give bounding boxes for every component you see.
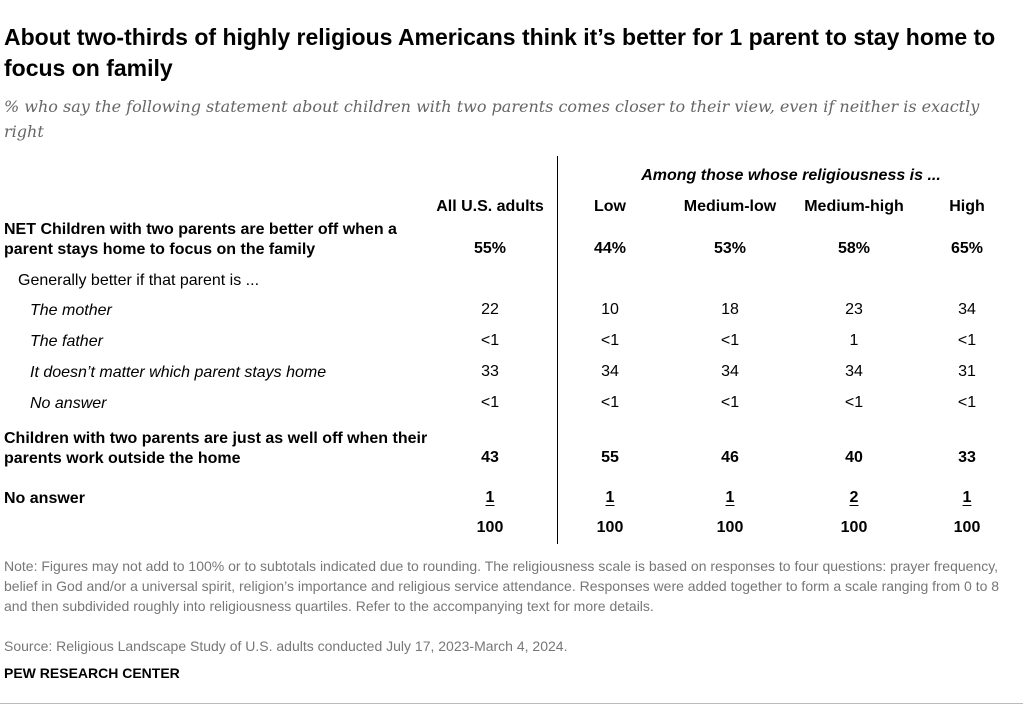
row-total-col-medium-high-value: 100 [840, 519, 868, 536]
column-divider [557, 156, 558, 544]
row-the-father-col-medium-low-value: <1 [720, 332, 740, 349]
row-doesnt-matter-col-medium-low-value: 34 [721, 363, 739, 380]
col-high-header: High [949, 198, 985, 215]
row-just-as-well-off-col-low-value: 55 [601, 449, 619, 466]
row-the-mother-col-low-value: 10 [601, 301, 619, 318]
chart-subtitle: % who say the following statement about … [4, 97, 980, 141]
col-all-adults-header: All U.S. adults [436, 198, 544, 215]
row-doesnt-matter-col-medium-high-value: 34 [845, 363, 863, 380]
row-doesnt-matter-col-high-value: 31 [958, 363, 976, 380]
row-no-answer-col-medium-high-value: 2 [849, 489, 859, 506]
row-just-as-well-off-col-medium-low-value: 46 [721, 449, 739, 466]
row-the-father-col-medium-high-value: 1 [849, 332, 859, 349]
col-medium-low-header: Medium-low [683, 198, 777, 215]
row-just-as-well-off-label: Children with two parents are just as we… [4, 430, 428, 467]
row-the-father-label: The father [30, 333, 103, 350]
row-no-answer-sub-col-high-value: <1 [957, 394, 977, 411]
row-just-as-well-off-col-medium-high-value: 40 [845, 449, 863, 466]
col-low-header: Low [594, 198, 626, 215]
row-doesnt-matter-col-low-value: 34 [601, 363, 619, 380]
row-no-answer-col-high-value: 1 [962, 489, 972, 506]
row-the-mother-col-medium-low-value: 18 [721, 301, 739, 318]
row-no-answer-sub-label: No answer [30, 395, 107, 412]
row-net-stay-home-col-high-value: 65% [950, 240, 984, 257]
chart-title: About two-thirds of highly religious Ame… [4, 24, 996, 81]
row-no-answer-sub-col-medium-low-value: <1 [720, 394, 740, 411]
row-no-answer-label: No answer [4, 490, 85, 507]
row-total-col-low-value: 100 [596, 519, 624, 536]
row-sub-header-label: Generally better if that parent is ... [18, 272, 260, 289]
row-no-answer-sub-col-all-adults-value: <1 [480, 394, 500, 411]
row-net-stay-home-col-medium-low-value: 53% [713, 240, 747, 257]
row-total-col-all-adults-value: 100 [476, 519, 504, 536]
row-no-answer-col-medium-low-value: 1 [725, 489, 735, 506]
row-the-mother-col-all-adults-value: 22 [481, 301, 499, 318]
row-no-answer-sub-col-low-value: <1 [600, 394, 620, 411]
col-medium-high-header: Medium-high [804, 198, 904, 215]
row-the-father-col-low-value: <1 [600, 332, 620, 349]
row-the-mother-col-medium-high-value: 23 [845, 301, 863, 318]
note-text: Note: Figures may not add to 100% or to … [4, 558, 1000, 614]
row-the-father-col-high-value: <1 [957, 332, 977, 349]
pew-footer: PEW RESEARCH CENTER [4, 665, 180, 681]
row-no-answer-col-low-value: 1 [605, 489, 615, 506]
row-just-as-well-off-col-high-value: 33 [958, 449, 976, 466]
row-net-stay-home-col-medium-high-value: 58% [837, 240, 871, 257]
row-net-stay-home-col-low-value: 44% [593, 240, 627, 257]
row-doesnt-matter-col-all-adults-value: 33 [481, 363, 499, 380]
row-no-answer-sub-col-medium-high-value: <1 [844, 394, 864, 411]
row-total-col-high-value: 100 [953, 519, 981, 536]
row-the-mother-col-high-value: 34 [958, 301, 976, 318]
row-the-mother-label: The mother [30, 302, 112, 319]
group-header: Among those whose religiousness is ... [641, 167, 941, 184]
bottom-rule [0, 703, 1023, 704]
row-no-answer-col-all-adults-value: 1 [485, 489, 495, 506]
row-just-as-well-off-col-all-adults-value: 43 [481, 449, 499, 466]
row-the-father-col-all-adults-value: <1 [480, 332, 500, 349]
source-text: Source: Religious Landscape Study of U.S… [4, 638, 568, 654]
row-net-stay-home-col-all-adults-value: 55% [473, 240, 507, 257]
row-total-col-medium-low-value: 100 [716, 519, 744, 536]
row-net-stay-home-label: NET Children with two parents are better… [4, 221, 397, 258]
row-doesnt-matter-label: It doesn’t matter which parent stays hom… [30, 364, 327, 381]
